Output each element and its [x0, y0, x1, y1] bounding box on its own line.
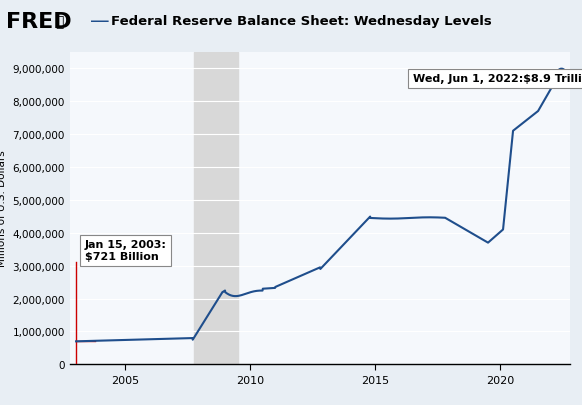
Text: Jan 15, 2003:
$721 Billion: Jan 15, 2003: $721 Billion — [85, 240, 166, 262]
Text: FRED: FRED — [6, 12, 72, 32]
Text: Federal Reserve Balance Sheet: Wednesday Levels: Federal Reserve Balance Sheet: Wednesday… — [111, 15, 491, 28]
Y-axis label: Millions of U.S. Dollars: Millions of U.S. Dollars — [0, 150, 7, 267]
Text: 📈: 📈 — [55, 15, 63, 29]
Text: Wed, Jun 1, 2022:$8.9 Trillion: Wed, Jun 1, 2022:$8.9 Trillion — [413, 74, 582, 84]
Text: —: — — [90, 13, 110, 31]
Bar — [194, 53, 237, 364]
